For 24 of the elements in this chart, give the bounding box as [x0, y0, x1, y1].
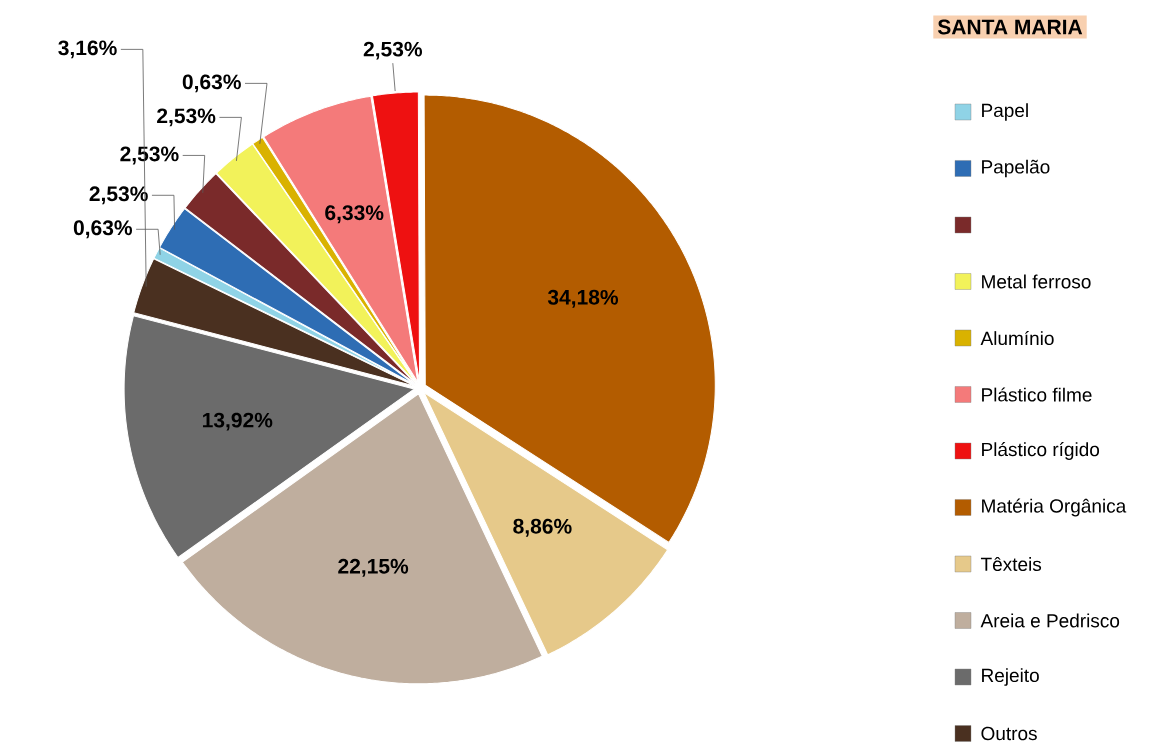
legend-label: Rejeito — [982, 668, 1039, 686]
legend-label: Metal ferroso — [982, 274, 1091, 289]
legend-label: Papelão — [982, 159, 1050, 178]
data-label: 2,53% — [157, 108, 216, 127]
chart-title: SANTA MARIA — [937, 19, 1083, 35]
data-label: 13,92% — [202, 412, 273, 431]
data-label: 0,63% — [182, 74, 241, 93]
data-label: 0,63% — [73, 220, 133, 239]
data-label: 8,86% — [513, 518, 572, 537]
legend-label: Areia e Pedrisco — [980, 613, 1120, 628]
data-label: 6,33% — [325, 205, 384, 224]
data-label: 22,15% — [338, 558, 409, 577]
legend-label: Matéria Orgânica — [982, 498, 1127, 517]
legend-label: Têxteis — [980, 556, 1042, 572]
data-label: 2,53% — [363, 41, 423, 60]
legend-label: Papel — [982, 103, 1028, 121]
legend-label: Plástico rígido — [982, 442, 1100, 460]
data-label: 34,18% — [547, 289, 619, 308]
legend-label: Alumínio — [980, 330, 1054, 346]
data-label: 2,53% — [120, 146, 179, 165]
data-label: 2,53% — [89, 186, 148, 205]
data-label: 3,16% — [58, 40, 117, 59]
legend-label: Outros — [981, 726, 1037, 741]
legend-label: Plástico filme — [982, 387, 1092, 402]
